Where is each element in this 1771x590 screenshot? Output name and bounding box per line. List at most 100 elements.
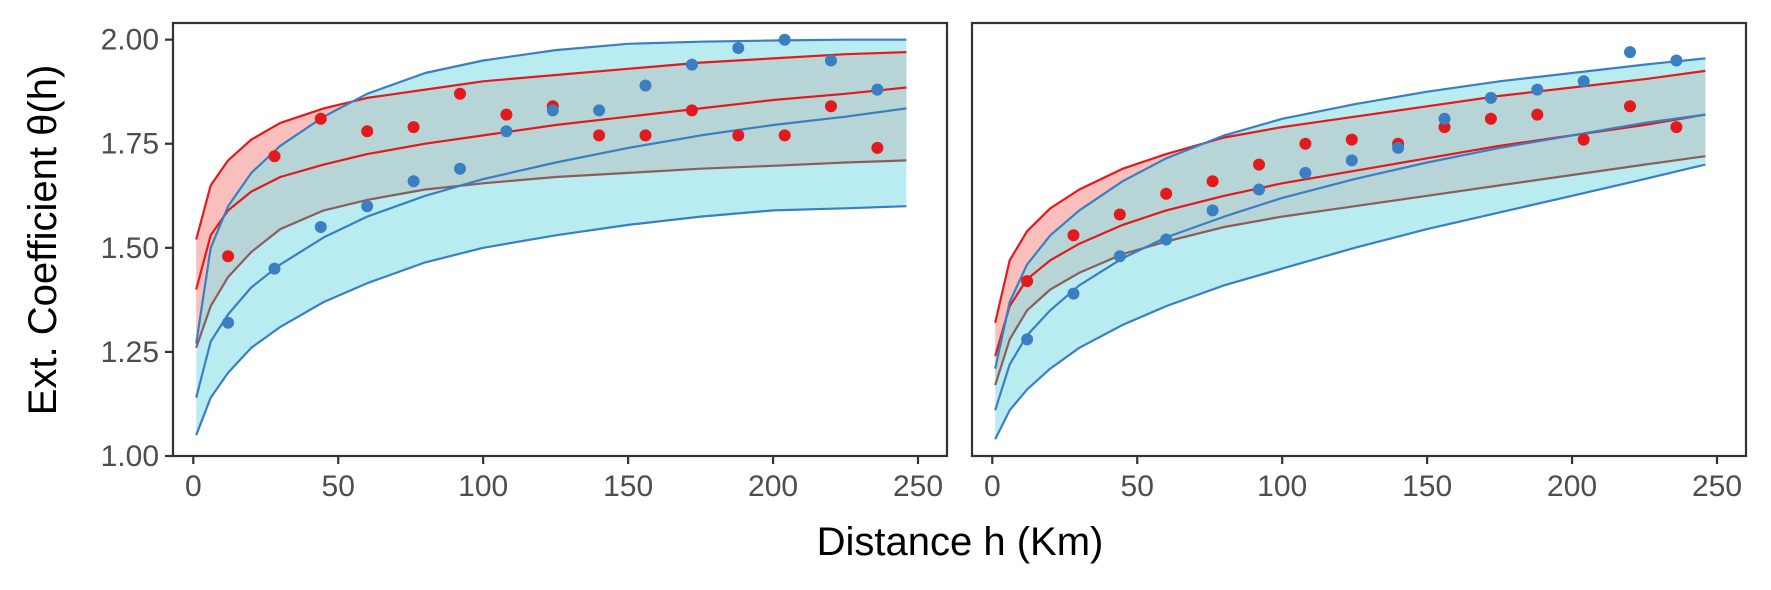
right-x-tick-label: 250 <box>1692 470 1742 503</box>
panel-left: 0 50 100 150 200 250 1.00 1.25 1.50 1.75 2.00 <box>101 21 949 503</box>
right-x-tick-label: 50 <box>1121 470 1154 503</box>
right-blue-point <box>1345 154 1358 167</box>
left-blue-point <box>685 58 698 71</box>
left-blue-band <box>196 39 907 436</box>
panel-right: 0 50 100 150 200 250 <box>970 21 1748 503</box>
left-red-point <box>500 108 513 121</box>
left-blue-point <box>268 262 281 275</box>
right-blue-point <box>1531 83 1544 96</box>
right-point-layer <box>1021 46 1683 346</box>
right-blue-point <box>1670 54 1683 67</box>
right-x-tick-label: 200 <box>1547 470 1597 503</box>
left-red-point <box>361 125 374 138</box>
right-blue-point <box>1577 75 1590 88</box>
right-red-point <box>1067 229 1080 242</box>
right-red-point <box>1021 275 1034 288</box>
x-axis-title: Distance h (Km) <box>817 520 1104 564</box>
left-red-point <box>639 129 652 142</box>
right-blue-point <box>1160 233 1173 246</box>
left-x-tick-label: 250 <box>893 470 943 503</box>
left-blue-point <box>361 200 374 213</box>
right-blue-point <box>1392 141 1405 154</box>
left-blue-point <box>732 42 745 54</box>
left-x-tick-label: 50 <box>322 470 355 503</box>
right-x-tick-label: 0 <box>984 470 1001 503</box>
right-red-point <box>1113 208 1126 221</box>
y-tick-label: 1.00 <box>101 440 159 473</box>
y-tick-label: 1.50 <box>101 232 159 265</box>
right-blue-point <box>1253 183 1265 196</box>
left-red-point <box>407 121 420 134</box>
left-red-point <box>732 129 745 142</box>
right-red-point <box>1345 133 1358 146</box>
right-red-upper-line <box>994 69 1706 324</box>
left-panel-frame <box>171 21 949 458</box>
left-red-upper-line <box>195 51 907 240</box>
right-blue-point <box>1438 112 1451 125</box>
y-tick-label: 2.00 <box>101 24 159 57</box>
y-tick-label: 1.75 <box>101 128 159 161</box>
right-blue-upper-line <box>994 57 1706 369</box>
left-blue-point <box>454 162 466 175</box>
left-blue-point <box>593 104 606 117</box>
right-blue-point <box>1113 250 1126 263</box>
left-red-mean-line <box>195 86 907 290</box>
right-x-tick-label: 100 <box>1257 470 1307 503</box>
left-blue-upper-line <box>195 38 907 344</box>
left-red-point <box>871 141 884 154</box>
right-red-point <box>1577 133 1590 146</box>
right-blue-point <box>1206 204 1219 217</box>
right-blue-point <box>1021 333 1034 346</box>
left-x-tick-label: 100 <box>458 470 508 503</box>
left-x-tick-label: 150 <box>603 470 653 503</box>
left-blue-point <box>222 316 235 329</box>
left-blue-point <box>407 175 420 188</box>
left-red-point <box>593 129 606 142</box>
left-y-axis: 1.00 1.25 1.50 1.75 2.00 <box>101 24 173 473</box>
left-blue-point <box>639 79 652 92</box>
left-blue-mean-line <box>195 107 907 398</box>
right-red-point <box>1531 108 1544 121</box>
right-blue-point <box>1067 287 1080 300</box>
left-blue-point <box>500 125 513 138</box>
left-point-layer <box>222 33 884 329</box>
right-line-layer <box>994 57 1706 440</box>
left-blue-lower-line <box>195 205 907 436</box>
left-red-point <box>314 112 327 125</box>
left-red-point <box>454 87 466 100</box>
right-x-axis: 0 50 100 150 200 250 <box>984 456 1742 503</box>
right-red-point <box>1438 121 1451 134</box>
right-blue-point <box>1624 46 1636 59</box>
y-tick-label: 1.25 <box>101 336 159 369</box>
left-blue-point <box>546 104 559 117</box>
right-red-point <box>1624 100 1636 113</box>
left-red-point <box>268 150 281 163</box>
right-red-point <box>1484 112 1497 125</box>
right-red-lower-line <box>994 155 1706 386</box>
left-blue-point <box>314 221 327 233</box>
right-red-point <box>1253 158 1265 171</box>
right-blue-point <box>1484 91 1497 104</box>
right-red-point <box>1160 187 1173 200</box>
left-red-point <box>685 104 698 117</box>
right-blue-lower-line <box>994 163 1706 440</box>
left-band-layer <box>196 39 907 436</box>
left-x-tick-label: 0 <box>185 470 202 503</box>
left-red-point <box>222 250 235 263</box>
left-blue-point <box>871 83 884 96</box>
left-red-point <box>778 129 791 142</box>
y-axis-title: Ext. Coefficient θ(h) <box>21 65 65 416</box>
left-line-layer <box>195 38 907 436</box>
right-x-tick-label: 150 <box>1402 470 1452 503</box>
right-red-point <box>1670 121 1683 134</box>
left-blue-point <box>825 54 837 67</box>
right-panel-frame <box>970 21 1748 458</box>
left-red-lower-line <box>195 159 907 349</box>
left-x-axis: 0 50 100 150 200 250 <box>185 456 943 503</box>
right-blue-point <box>1299 166 1312 179</box>
left-blue-point <box>778 33 791 46</box>
left-red-point <box>825 100 837 113</box>
left-x-tick-label: 200 <box>748 470 798 503</box>
right-red-point <box>1299 137 1312 150</box>
